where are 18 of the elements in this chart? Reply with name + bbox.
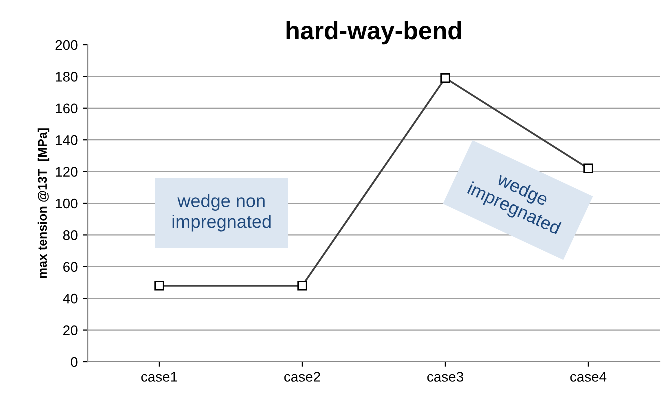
y-tick-label: 120	[56, 167, 78, 177]
y-tick-label: 100	[56, 198, 78, 209]
y-tick-label: 80	[63, 230, 78, 240]
y-tick-label: 140	[56, 135, 78, 146]
y-tick-label: 0	[71, 357, 78, 368]
x-tick-label: case1	[142, 372, 178, 382]
y-tick-label: 60	[64, 262, 78, 272]
x-tick-label: case4	[570, 372, 607, 382]
y-tick-label: 180	[56, 72, 78, 82]
y-tick-label: 40	[63, 294, 78, 304]
x-tick-label: case2	[284, 372, 320, 382]
annotation: wedge non impregnated	[172, 194, 271, 232]
y-axis-title: max tension @13T [MPa]	[38, 128, 50, 278]
y-tick-label: 160	[56, 104, 78, 114]
y-tick-label: 20	[64, 326, 78, 336]
chart-title: hard-way-bend	[286, 21, 462, 45]
y-tick-label: 200	[56, 40, 78, 50]
x-tick-label: case3	[428, 372, 464, 382]
